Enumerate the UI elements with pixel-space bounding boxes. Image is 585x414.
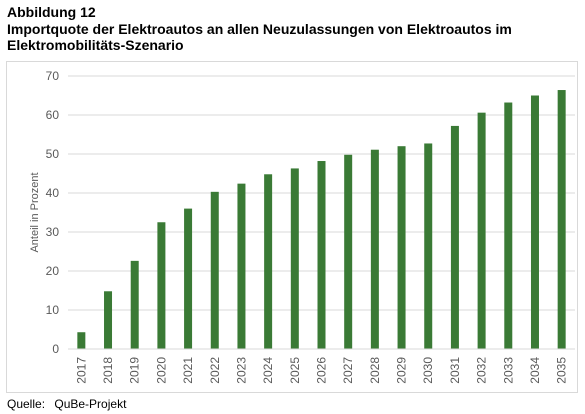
x-tick-label: 2031: [448, 357, 462, 384]
x-tick-label: 2018: [101, 357, 115, 384]
x-tick-label: 2024: [261, 357, 275, 384]
x-tick-label: 2028: [368, 357, 382, 384]
y-tick-label: 30: [46, 225, 60, 239]
chart-frame: [6, 61, 578, 393]
x-tick-label: 2017: [74, 357, 88, 384]
bar: [104, 291, 113, 349]
bar: [290, 168, 299, 349]
x-tick-label: 2023: [234, 357, 248, 384]
bar: [477, 112, 486, 349]
x-tick-label: 2020: [154, 357, 168, 384]
x-tick-label: 2022: [208, 357, 222, 384]
x-tick-label: 2029: [395, 357, 409, 384]
y-tick-label: 70: [46, 69, 60, 83]
bar: [130, 260, 139, 349]
figure-label: Abbildung 12: [7, 4, 96, 20]
bar: [237, 183, 246, 349]
y-tick-label: 0: [52, 342, 59, 356]
bar: [370, 149, 379, 349]
bar: [530, 95, 539, 349]
x-tick-label: 2034: [528, 357, 542, 384]
y-tick-label: 60: [46, 108, 60, 122]
y-tick-label: 40: [46, 186, 60, 200]
y-axis-title: Anteil in Prozent: [29, 172, 41, 252]
x-tick-label: 2032: [475, 357, 489, 384]
bar: [157, 222, 166, 349]
y-tick-label: 50: [46, 147, 60, 161]
source-label: Quelle:: [7, 397, 46, 411]
x-tick-label: 2027: [341, 357, 355, 384]
x-tick-label: 2025: [288, 357, 302, 384]
source-value: QuBe-Projekt: [54, 397, 127, 411]
y-tick-label: 20: [46, 264, 60, 278]
y-tick-label: 10: [46, 303, 60, 317]
source-line: Quelle: QuBe-Projekt: [7, 397, 132, 411]
bar: [344, 154, 353, 349]
x-tick-label: 2026: [315, 357, 329, 384]
bar: [557, 90, 566, 349]
bar: [424, 143, 433, 349]
x-tick-label: 2030: [421, 357, 435, 384]
x-tick-label: 2019: [128, 357, 142, 384]
bar: [184, 208, 193, 349]
bar: [264, 174, 273, 349]
bar: [77, 332, 86, 349]
x-tick-label: 2021: [181, 357, 195, 384]
figure-title: Importquote der Elektroautos an allen Ne…: [7, 21, 512, 53]
bar: [210, 191, 219, 349]
bar: [504, 102, 513, 350]
bar: [317, 161, 326, 349]
bar: [450, 125, 459, 349]
x-tick-label: 2035: [555, 357, 569, 384]
x-tick-label: 2033: [501, 357, 515, 384]
bar: [397, 146, 406, 349]
